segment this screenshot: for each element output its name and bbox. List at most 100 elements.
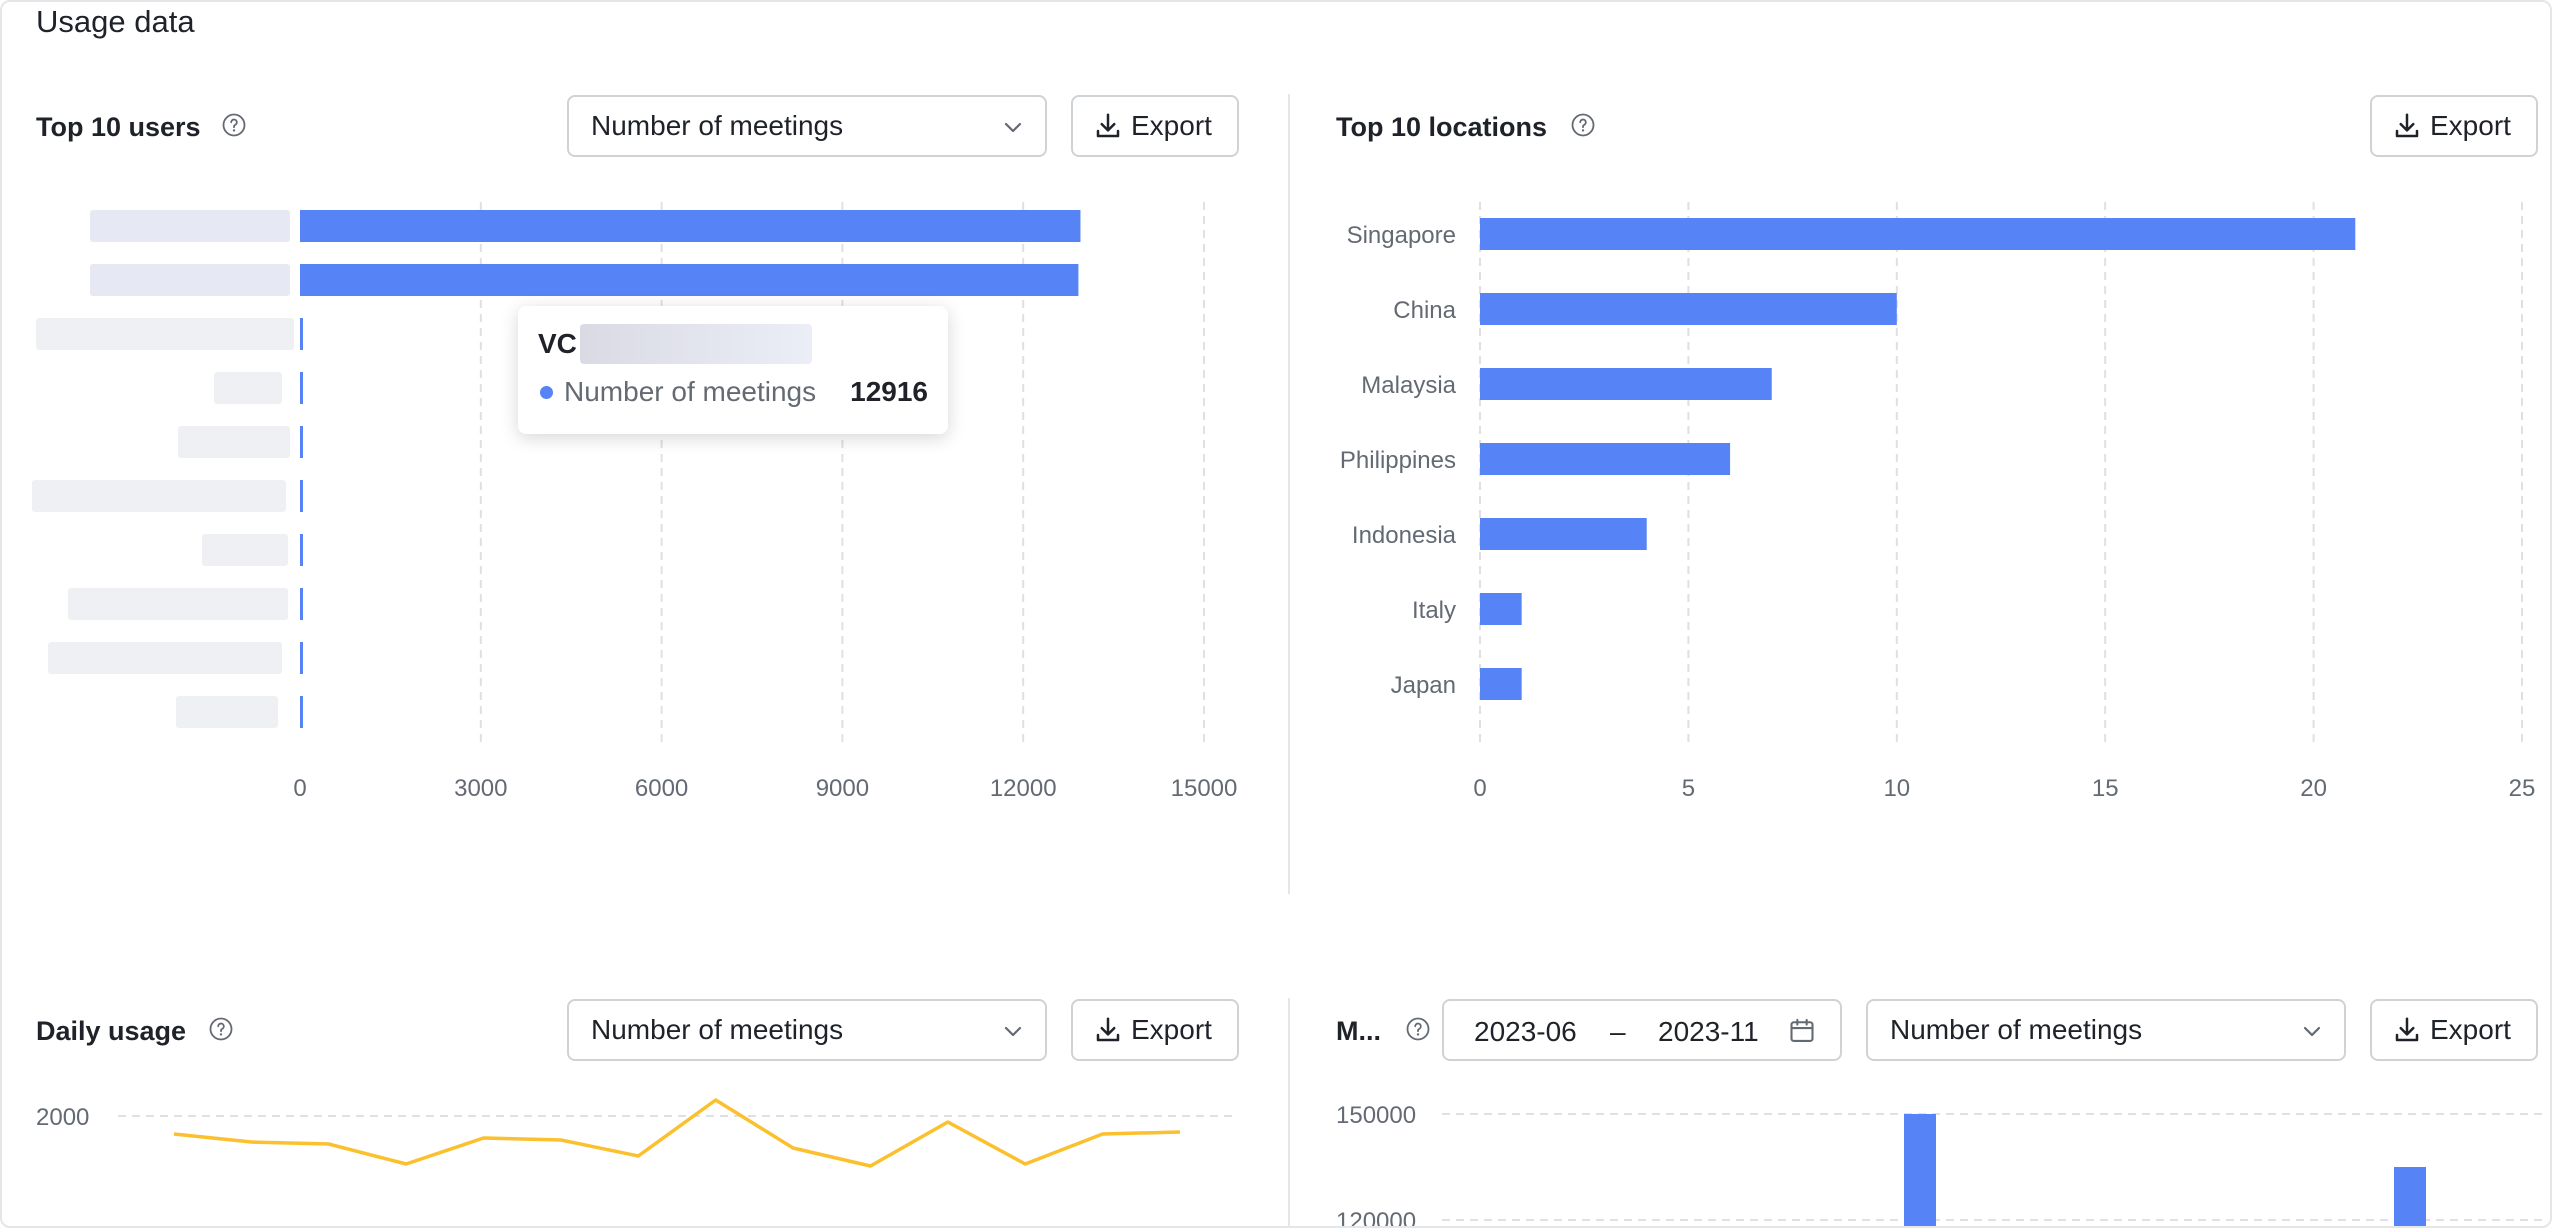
bar: [300, 210, 1081, 242]
monthly-usage-title: M...: [1336, 1016, 1381, 1046]
chevron-down-icon: [1004, 1026, 1022, 1037]
date-start[interactable]: 2023-06: [1474, 1016, 1577, 1047]
bar: [1480, 218, 2356, 250]
redacted-user-name: [32, 480, 286, 512]
bar: [1480, 443, 1731, 475]
x-tick-label: 3000: [454, 775, 507, 802]
export-label: Export: [2430, 1014, 2511, 1045]
redacted-user-name: [176, 696, 278, 728]
bar: [300, 264, 1079, 296]
daily-usage-metric-select[interactable]: Number of meetings: [567, 999, 1047, 1061]
y-category-label: Italy: [1412, 597, 1456, 624]
daily-usage-title: Daily usage: [36, 1016, 187, 1046]
help-icon[interactable]: [209, 1017, 233, 1041]
redacted-user-name: [202, 534, 288, 566]
bar: [1904, 1114, 1936, 1226]
top-users-metric-select[interactable]: Number of meetings: [567, 95, 1047, 157]
monthly-metric-select[interactable]: Number of meetings: [1866, 999, 2346, 1061]
y-category-label: Indonesia: [1352, 522, 1457, 549]
chevron-down-icon: [1004, 122, 1022, 133]
top-locations-export-button[interactable]: Export: [2370, 95, 2538, 157]
redacted-user-name: [68, 588, 288, 620]
bar: [1480, 668, 1522, 700]
top-users-export-button[interactable]: Export: [1071, 95, 1239, 157]
monthly-export-button[interactable]: Export: [2370, 999, 2538, 1061]
calendar-icon[interactable]: [1788, 1017, 1816, 1045]
redacted-user-name: [90, 210, 290, 242]
series-dot: [540, 386, 553, 399]
export-label: Export: [1131, 110, 1212, 141]
redacted-user-name: [90, 264, 290, 296]
download-icon: [1096, 113, 1120, 138]
tooltip-series-label: Number of meetings: [564, 376, 817, 407]
x-tick-label: 9000: [816, 775, 869, 802]
y-tick-label: 2000: [36, 1104, 89, 1131]
bar: [1480, 518, 1647, 550]
redacted-user-name: [36, 318, 294, 350]
y-tick-label: 120000: [1336, 1208, 1416, 1228]
bar: [2394, 1167, 2426, 1226]
bar: [300, 480, 303, 512]
date-end[interactable]: 2023-11: [1658, 1016, 1759, 1047]
panel-divider: [1288, 94, 1290, 894]
bar: [300, 696, 303, 728]
top-users-chart: 0 3000 6000 9000 12000 15000: [32, 202, 1238, 802]
y-category-label: China: [1393, 297, 1456, 324]
bar: [300, 588, 303, 620]
redacted-user-name: [178, 426, 290, 458]
help-icon[interactable]: [1571, 113, 1595, 137]
chevron-down-icon: [2303, 1026, 2321, 1037]
chart-tooltip: VC Number of meetings 12916: [518, 306, 948, 434]
x-tick-label: 5: [1682, 775, 1695, 802]
x-tick-label: 0: [293, 775, 306, 802]
page-title: Usage data: [36, 4, 195, 39]
bar: [300, 426, 303, 458]
y-category-label: Japan: [1391, 672, 1456, 699]
panel-divider-lower: [1288, 998, 1290, 1226]
tooltip-user-name: VC: [538, 328, 577, 359]
x-tick-label: 15: [2092, 775, 2119, 802]
bar: [300, 642, 303, 674]
y-category-label: Philippines: [1340, 447, 1456, 474]
select-value: Number of meetings: [591, 110, 844, 141]
tooltip-value: 12916: [850, 376, 928, 407]
bar: [1480, 593, 1522, 625]
bar: [300, 318, 303, 350]
top-locations-title: Top 10 locations: [1336, 112, 1548, 142]
monthly-usage-chart: 150000 120000: [1336, 1102, 2542, 1228]
download-icon: [2395, 1017, 2419, 1042]
series-line: [173, 1098, 1181, 1168]
x-tick-label: 10: [1883, 775, 1910, 802]
y-category-label: Singapore: [1347, 222, 1456, 249]
redacted-user-name: [214, 372, 282, 404]
export-label: Export: [2430, 110, 2511, 141]
export-label: Export: [1131, 1014, 1212, 1045]
x-tick-label: 20: [2300, 775, 2327, 802]
bar: [300, 372, 303, 404]
redacted-user-name: [580, 324, 812, 364]
help-icon[interactable]: [222, 113, 246, 137]
download-icon: [2395, 113, 2419, 138]
x-tick-label: 15000: [1171, 775, 1238, 802]
date-range-picker[interactable]: 2023-06 – 2023-11: [1442, 999, 1842, 1061]
y-tick-label: 150000: [1336, 1102, 1416, 1129]
x-tick-label: 25: [2509, 775, 2536, 802]
download-icon: [1096, 1017, 1120, 1042]
bar: [300, 534, 303, 566]
redacted-user-name: [48, 642, 282, 674]
x-tick-label: 6000: [635, 775, 688, 802]
help-icon[interactable]: [1406, 1017, 1430, 1041]
x-tick-label: 0: [1473, 775, 1486, 802]
y-category-label: Malaysia: [1361, 372, 1456, 399]
daily-usage-chart: 2000: [36, 1098, 1234, 1168]
bar: [1480, 368, 1772, 400]
x-tick-label: 12000: [990, 775, 1057, 802]
top-locations-chart: Singapore China Malaysia Philippines Indones…: [1340, 202, 2536, 802]
select-value: Number of meetings: [1890, 1014, 2143, 1045]
daily-usage-export-button[interactable]: Export: [1071, 999, 1239, 1061]
bar: [1480, 293, 1897, 325]
top-users-title: Top 10 users: [36, 112, 201, 142]
date-separator: –: [1610, 1016, 1626, 1047]
select-value: Number of meetings: [591, 1014, 844, 1045]
